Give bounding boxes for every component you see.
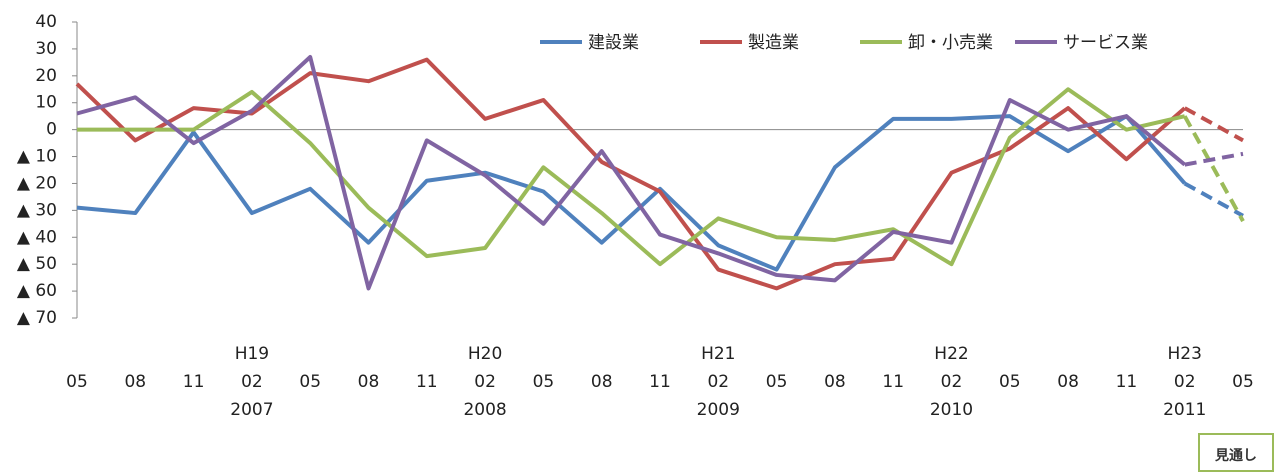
y-tick-label: ▲ 50 [17,254,57,274]
forecast-line [1184,151,1244,167]
line [75,57,1187,291]
y-tick-label: ▲ 70 [17,308,57,328]
legend-label: 製造業 [748,33,799,53]
x-tick-label: 05 [999,372,1021,392]
y-tick-label: 20 [35,66,57,86]
legend-label: 卸・小売業 [908,33,993,53]
x-tick-label: 11 [649,372,671,392]
year-label: 2007 [230,400,273,420]
y-tick-label: ▲ 60 [17,281,57,301]
annotation-box [1198,433,1274,472]
x-tick-label: 05 [299,372,321,392]
x-tick-label: 02 [707,372,729,392]
x-tick-label: 08 [591,372,613,392]
forecast-line [1182,115,1245,223]
y-tick-label: 30 [35,39,57,59]
y-tick-label: 40 [35,12,57,32]
x-tick-label: 05 [1232,372,1254,392]
x-tick-label: 08 [124,372,146,392]
y-tick-label: ▲ 40 [17,227,57,247]
era-label: H22 [934,344,968,364]
y-tick-label: 10 [35,93,57,113]
y-tick-label: ▲ 20 [17,173,57,193]
annotation: 見通し [1214,448,1257,464]
y-tick-label: 0 [46,120,57,140]
era-label: H19 [235,344,269,364]
forecast-line [1183,181,1244,218]
x-tick-label: 11 [882,372,904,392]
year-label: 2010 [930,400,973,420]
legend-label: サービス業 [1063,33,1148,53]
x-tick-label: 08 [1057,372,1079,392]
x-tick-label: 05 [766,372,788,392]
y-tick-label: ▲ 30 [17,200,57,220]
line [76,114,1187,272]
forecast-line [1183,106,1244,143]
era-label: H21 [701,344,735,364]
x-tick-label: 02 [474,372,496,392]
x-tick-label: 05 [66,372,88,392]
x-tick-label: 02 [241,372,263,392]
year-label: 2009 [697,400,740,420]
x-tick-label: 11 [1116,372,1138,392]
year-label: 2011 [1163,400,1206,420]
y-tick-label: ▲ 10 [17,147,57,167]
x-tick-label: 02 [941,372,963,392]
x-tick-label: 11 [416,372,438,392]
x-tick-label: 11 [183,372,205,392]
line [76,54,1186,291]
year-label: 2008 [463,400,506,420]
era-label: H20 [468,344,502,364]
x-tick-label: 08 [824,372,846,392]
x-tick-label: 08 [358,372,380,392]
era-label: H23 [1167,344,1201,364]
legend-label: 建設業 [588,33,639,53]
x-tick-label: 05 [533,372,555,392]
x-tick-label: 02 [1174,372,1196,392]
